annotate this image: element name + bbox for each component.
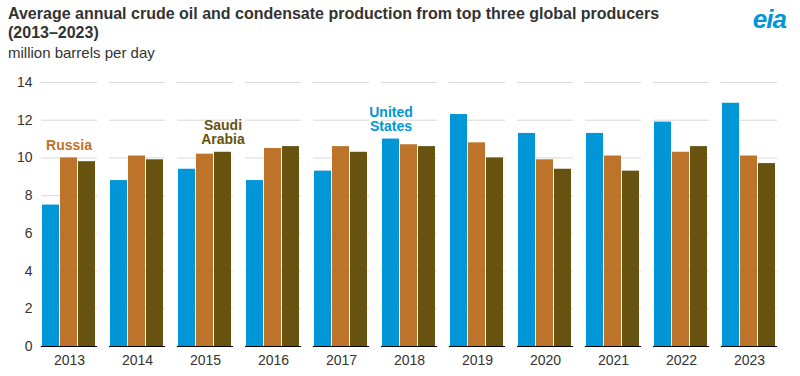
svg-text:2021: 2021: [598, 352, 629, 368]
svg-text:12: 12: [17, 112, 33, 128]
html-text:Average annual crude oil and c: Average annual crude oil and condensate …: [8, 5, 660, 41]
svg-text:6: 6: [25, 225, 33, 241]
svg-text:2014: 2014: [122, 352, 153, 368]
svg-text:0: 0: [25, 338, 33, 354]
svg-text:2023: 2023: [734, 352, 765, 368]
svg-text:10: 10: [17, 149, 33, 165]
svg-text:2022: 2022: [666, 352, 697, 368]
svg-text:UnitedStates: UnitedStates: [369, 104, 413, 134]
svg-text:2013: 2013: [54, 352, 85, 368]
svg-text:2015: 2015: [190, 352, 221, 368]
svg-text:2017: 2017: [326, 352, 357, 368]
html-text:million barrels per day: million barrels per day: [8, 44, 155, 61]
svg-text:Russia: Russia: [46, 137, 92, 153]
html-text:eia: eia: [752, 4, 786, 34]
svg-text:4: 4: [25, 263, 33, 279]
svg-text:SaudiArabia: SaudiArabia: [201, 117, 245, 147]
svg-text:8: 8: [25, 187, 33, 203]
svg-text:2: 2: [25, 300, 33, 316]
svg-text:2020: 2020: [530, 352, 561, 368]
svg-text:2019: 2019: [462, 352, 493, 368]
svg-text:14: 14: [17, 74, 33, 90]
svg-text:2018: 2018: [394, 352, 425, 368]
svg-text:2016: 2016: [258, 352, 289, 368]
